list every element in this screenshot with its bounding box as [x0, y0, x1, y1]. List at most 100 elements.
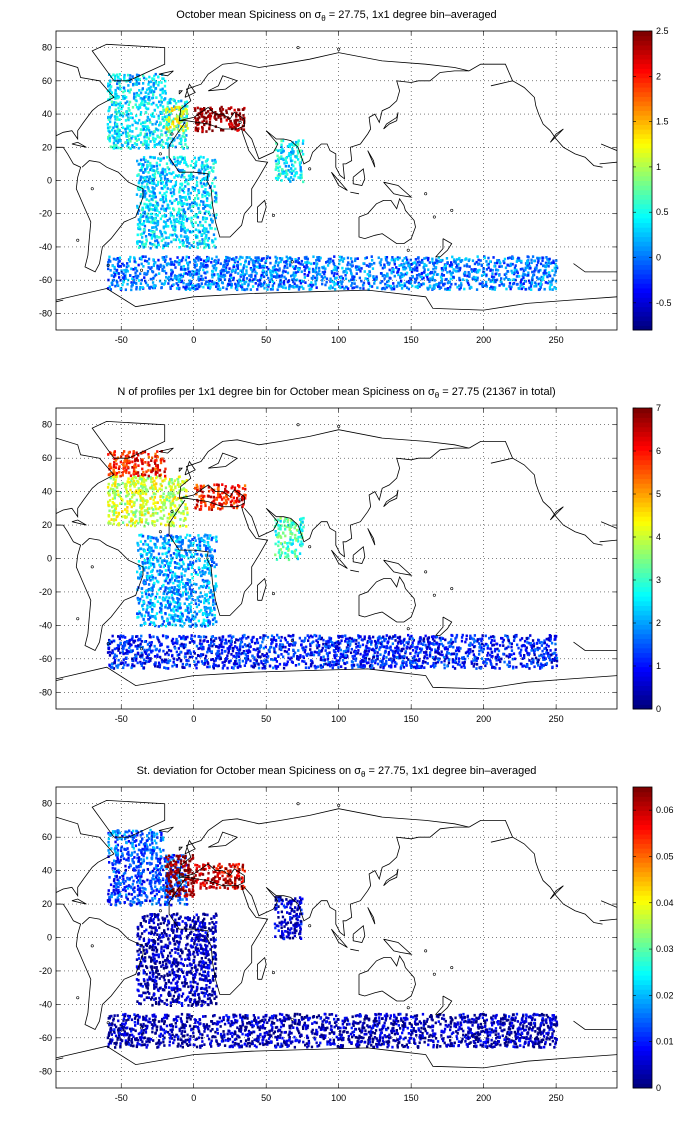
data-bin [194, 116, 197, 120]
data-bin [127, 451, 131, 455]
data-bin [234, 118, 238, 122]
data-bin [302, 280, 305, 283]
data-bin [111, 279, 115, 282]
data-bin [185, 219, 189, 223]
data-bin [290, 150, 293, 154]
data-bin [500, 282, 504, 286]
data-bin [141, 462, 144, 466]
data-bin [107, 482, 110, 486]
data-bin [149, 514, 152, 518]
data-bin [218, 277, 221, 281]
data-bin [243, 281, 246, 284]
data-bin [118, 135, 121, 138]
data-bin [182, 519, 186, 522]
data-bin [141, 496, 144, 500]
data-bin [174, 266, 177, 269]
data-bin [177, 545, 180, 548]
data-bin [133, 459, 137, 463]
data-bin [172, 482, 175, 486]
data-bin [141, 181, 144, 185]
data-bin [414, 280, 417, 283]
data-bin [455, 258, 459, 261]
data-bin [141, 506, 144, 510]
data-bin [163, 282, 166, 285]
data-bin [423, 268, 426, 271]
data-bin [141, 492, 145, 495]
data-bin [131, 130, 134, 133]
data-bin [172, 208, 176, 212]
data-bin [135, 489, 138, 493]
data-bin [116, 115, 119, 119]
data-bin [202, 200, 205, 204]
data-bin [312, 269, 316, 273]
data-bin [147, 461, 150, 464]
data-bin [196, 215, 200, 219]
data-bin [149, 267, 152, 271]
colorbar-step [633, 63, 652, 69]
data-bin [194, 602, 198, 605]
data-bin [351, 275, 354, 279]
data-bin [140, 102, 143, 105]
data-bin [131, 466, 134, 469]
data-bin [150, 182, 154, 185]
data-bin [210, 108, 214, 111]
data-bin [166, 102, 170, 105]
data-bin [213, 260, 216, 263]
data-bin [157, 580, 160, 584]
data-bin [189, 282, 193, 285]
data-bin [132, 513, 135, 517]
data-bin [327, 257, 331, 261]
data-bin [152, 195, 155, 199]
data-bin [142, 211, 145, 215]
data-bin [169, 257, 172, 261]
data-bin [176, 211, 180, 215]
data-bin [442, 283, 445, 287]
data-bin [127, 146, 130, 149]
data-bin [154, 470, 158, 474]
data-bin [137, 146, 141, 150]
data-bin [422, 282, 425, 286]
data-bin [172, 98, 175, 101]
data-bin [418, 285, 421, 288]
data-bin [186, 583, 190, 586]
data-bin [147, 208, 151, 212]
data-bin [470, 268, 473, 271]
data-bin [112, 271, 116, 275]
data-bin [512, 278, 515, 281]
data-bin [258, 280, 261, 283]
data-bin [160, 484, 163, 488]
data-bin [151, 456, 154, 460]
data-bin [177, 121, 180, 124]
data-bin [335, 265, 338, 269]
data-bin [468, 275, 471, 278]
data-bin [331, 286, 334, 290]
data-bin [149, 229, 153, 233]
data-bin [165, 561, 169, 565]
data-bin [125, 490, 129, 493]
data-bin [176, 283, 180, 287]
data-bin [204, 160, 208, 163]
data-bin [115, 515, 118, 519]
coastline [91, 43, 166, 82]
data-bin [206, 563, 210, 567]
data-bin [516, 270, 519, 274]
data-bin [520, 278, 523, 282]
data-bin [135, 451, 138, 455]
data-bin [269, 269, 272, 272]
data-bin [200, 608, 203, 612]
data-bin [518, 274, 521, 278]
data-bin [158, 236, 161, 239]
data-bin [354, 265, 358, 268]
data-bin [215, 282, 218, 285]
data-bin [148, 622, 152, 626]
data-bin [492, 256, 495, 259]
data-bin [127, 481, 130, 484]
data-bin [140, 475, 143, 478]
data-bin [443, 282, 446, 286]
data-bin [474, 276, 478, 279]
data-bin [226, 262, 230, 265]
data-bin [505, 272, 508, 276]
data-bin [476, 269, 480, 272]
data-bin [190, 244, 193, 247]
data-bin [380, 258, 383, 261]
